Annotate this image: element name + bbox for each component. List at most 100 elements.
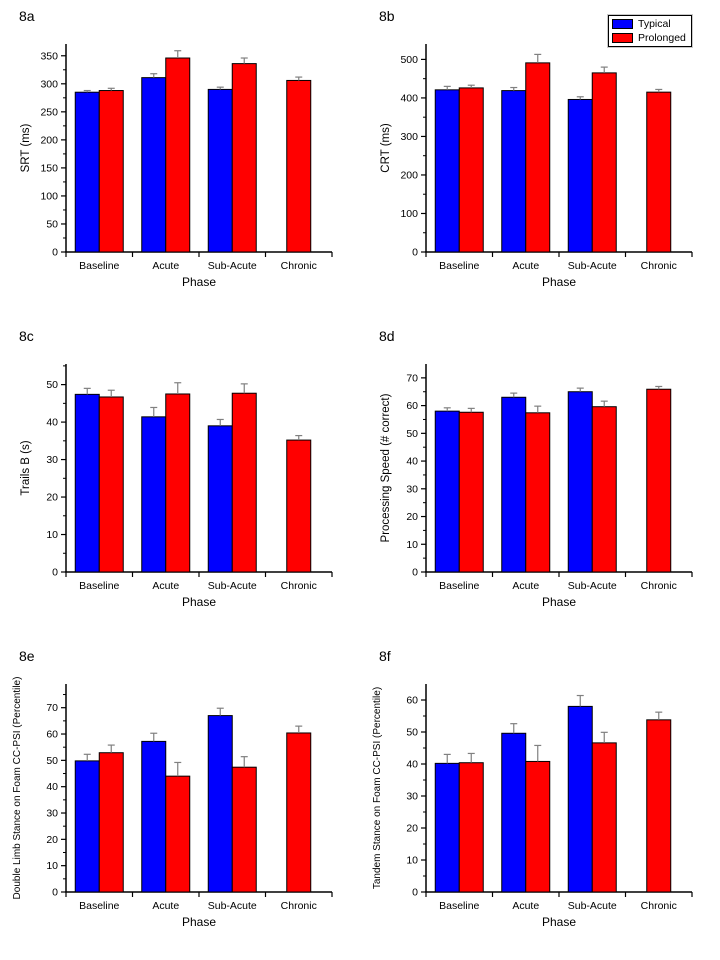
bar-prolonged: [458, 762, 484, 893]
bar-prolonged: [591, 72, 617, 253]
y-tick-label: 60: [406, 400, 418, 412]
panel-8d: 8d 0 10 20 30 40 50 60 70 Processing Speed (# co…: [360, 320, 720, 640]
bar-prolonged: [646, 388, 672, 573]
y-tick-label: 0: [52, 247, 58, 259]
y-tick-label: 50: [46, 755, 58, 767]
bar-prolonged: [231, 766, 257, 893]
bar-prolonged: [231, 63, 257, 253]
y-tick-label: 10: [46, 860, 58, 872]
bar-typical: [141, 416, 167, 573]
y-tick-label: 0: [412, 247, 418, 259]
y-tick-label: 20: [46, 492, 58, 504]
x-category-label: Sub-Acute: [568, 260, 617, 272]
y-tick-label: 100: [400, 208, 418, 220]
bar-prolonged: [525, 760, 551, 893]
y-tick-label: 20: [406, 511, 418, 523]
panel-label-8c: 8c: [19, 328, 34, 344]
panel-label-8a: 8a: [19, 8, 35, 24]
y-tick-label: 50: [46, 379, 58, 391]
bar-typical: [434, 410, 460, 573]
bar-prolonged: [646, 91, 672, 253]
y-axis-title: Trails B (s): [20, 440, 32, 495]
x-category-label: Chronic: [281, 580, 317, 592]
x-axis-title: Phase: [182, 595, 216, 609]
bar-prolonged: [165, 57, 191, 253]
chart-srt: 0 50 100 150 200 250 300 350 SRT (ms) Baseline Acu…: [20, 44, 333, 289]
bar-typical: [567, 98, 593, 253]
bar-prolonged: [646, 719, 672, 893]
bar-prolonged: [286, 79, 312, 253]
bar-typical: [207, 715, 233, 893]
y-tick-label: 0: [412, 887, 418, 899]
bar-prolonged: [458, 411, 484, 573]
y-tick-label: 200: [400, 169, 418, 181]
bar-prolonged: [98, 752, 124, 893]
y-tick-label: 30: [46, 808, 58, 820]
bar-typical: [207, 425, 233, 573]
y-tick-label: 40: [46, 417, 58, 429]
y-tick-label: 250: [40, 106, 58, 118]
bar-typical: [74, 91, 100, 253]
y-tick-label: 50: [46, 218, 58, 230]
legend-label-prolonged: Prolonged: [638, 32, 686, 44]
bar-typical: [141, 77, 167, 253]
y-tick-label: 350: [40, 50, 58, 62]
bar-prolonged: [286, 732, 312, 893]
x-category-label: Sub-Acute: [568, 580, 617, 592]
bar-prolonged: [165, 393, 191, 573]
x-category-label: Baseline: [439, 580, 479, 592]
panel-label-8e: 8e: [19, 648, 35, 664]
legend-item-typical: Typical: [612, 18, 686, 30]
bar-typical: [207, 88, 233, 253]
y-tick-label: 400: [400, 92, 418, 104]
chart-crt: 0 100 200 300 400 500 CRT (ms) Baseline Acute Sub…: [380, 44, 693, 289]
x-category-label: Acute: [152, 900, 179, 912]
y-tick-label: 60: [406, 695, 418, 707]
y-tick-label: 100: [40, 190, 58, 202]
x-category-label: Sub-Acute: [208, 900, 257, 912]
x-category-label: Sub-Acute: [568, 900, 617, 912]
x-axis-title: Phase: [182, 275, 216, 289]
y-axis-title: CRT (ms): [380, 123, 392, 173]
y-tick-label: 50: [406, 727, 418, 739]
x-axis-title: Phase: [542, 275, 576, 289]
y-axis-title: SRT (ms): [20, 123, 32, 172]
bar-typical: [501, 732, 527, 893]
bar-prolonged: [525, 62, 551, 253]
bar-prolonged: [286, 439, 312, 573]
y-tick-label: 30: [46, 454, 58, 466]
panel-8c: 8c 0 10 20 30 40 50 Trails B (s) Baseline Acute S…: [0, 320, 360, 640]
x-category-label: Acute: [152, 260, 179, 272]
legend-label-typical: Typical: [638, 18, 671, 30]
bar-prolonged: [98, 90, 124, 253]
bar-typical: [434, 762, 460, 893]
y-tick-label: 70: [406, 372, 418, 384]
y-axis-title: Processing Speed (# correct): [380, 393, 392, 542]
bar-prolonged: [458, 87, 484, 253]
panel-label-8f: 8f: [379, 648, 391, 664]
x-category-label: Baseline: [439, 260, 479, 272]
y-tick-label: 200: [40, 134, 58, 146]
panel-label-8d: 8d: [379, 328, 395, 344]
bar-typical: [434, 89, 460, 253]
chart-tandem-stance: 0 10 20 30 40 50 60 Tandem Stance on Foam CC-PS…: [372, 684, 693, 929]
bar-prolonged: [231, 392, 257, 573]
x-category-label: Acute: [512, 900, 539, 912]
x-category-label: Baseline: [79, 900, 119, 912]
x-category-label: Sub-Acute: [208, 260, 257, 272]
legend: Typical Prolonged: [607, 14, 693, 48]
bar-typical: [141, 740, 167, 893]
x-category-label: Baseline: [79, 260, 119, 272]
y-tick-label: 0: [52, 887, 58, 899]
panel-8f: 8f 0 10 20 30 40 50 60 Tandem Stance on Foam CC…: [360, 640, 720, 960]
y-tick-label: 0: [412, 567, 418, 579]
x-category-label: Chronic: [641, 900, 677, 912]
bar-prolonged: [98, 396, 124, 573]
y-tick-label: 10: [406, 539, 418, 551]
bar-prolonged: [591, 742, 617, 893]
y-tick-label: 40: [406, 759, 418, 771]
y-tick-label: 50: [406, 428, 418, 440]
x-category-label: Chronic: [281, 900, 317, 912]
x-category-label: Chronic: [281, 260, 317, 272]
